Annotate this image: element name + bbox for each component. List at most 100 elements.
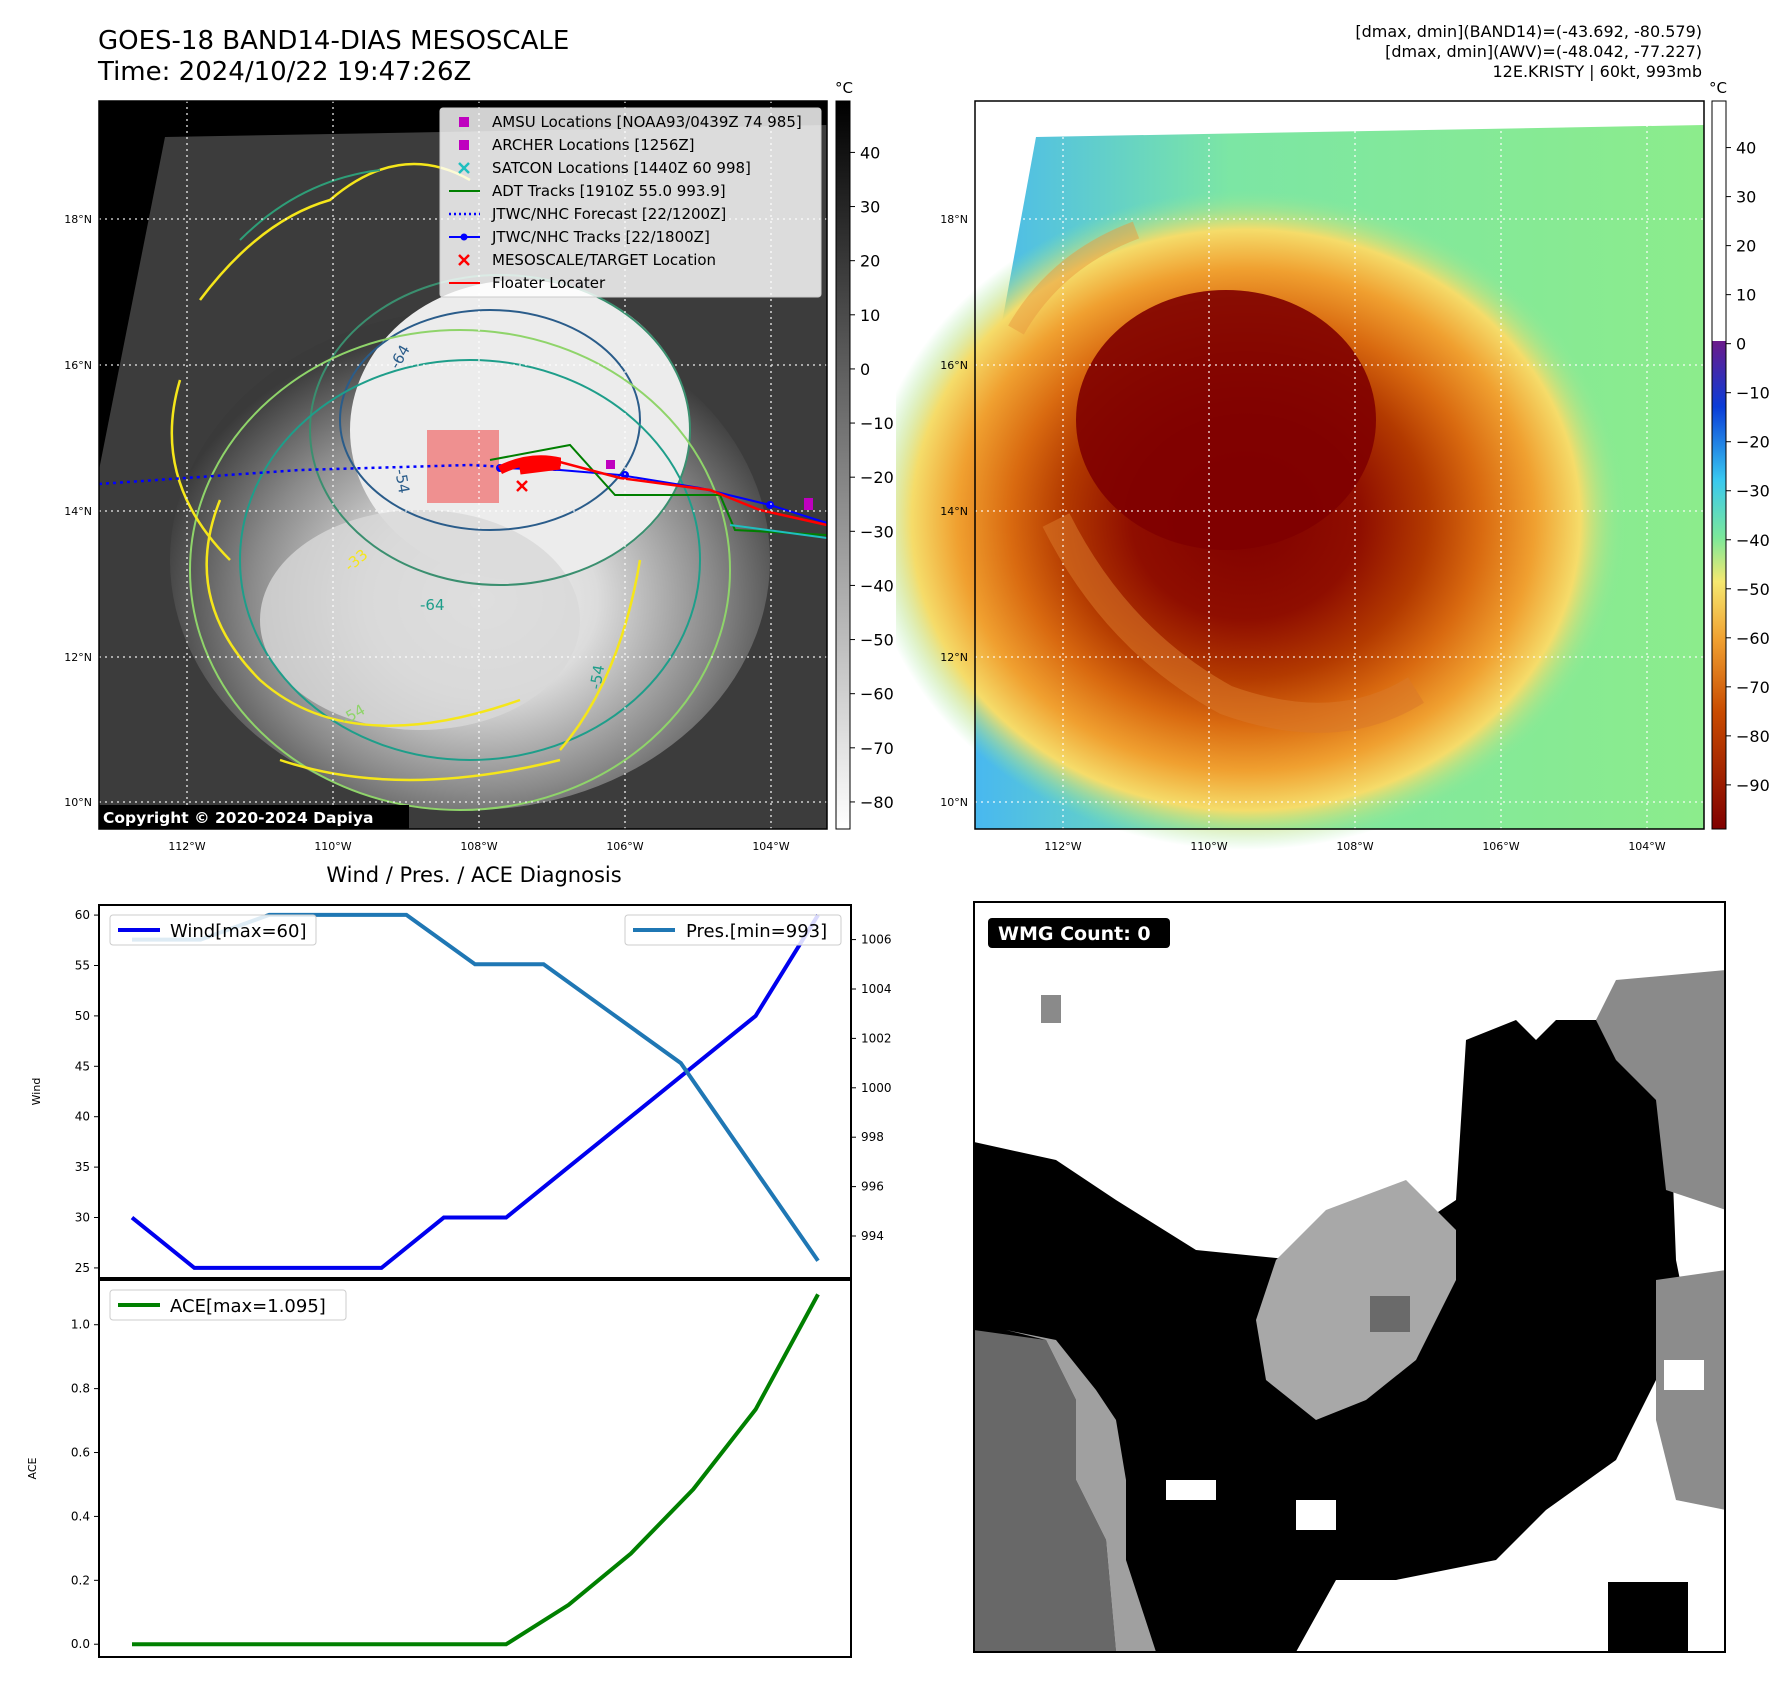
ace-tick: 0.4 bbox=[71, 1509, 90, 1523]
wind-tick: 25 bbox=[75, 1261, 90, 1275]
legend-entry: AMSU Locations [NOAA93/0439Z 74 985] bbox=[459, 113, 802, 131]
wind-tick: 45 bbox=[75, 1059, 90, 1073]
colorbar-tick: −40 bbox=[1736, 531, 1770, 550]
lon-tick: 106°W bbox=[606, 840, 643, 853]
colorbar-tick: −20 bbox=[1736, 433, 1770, 452]
jtwc-forecast-track bbox=[98, 463, 561, 486]
pressure-tick: 1000 bbox=[861, 1081, 892, 1095]
lat-tick: 10°N bbox=[64, 796, 92, 809]
diagnosis-panel: Wind / Pres. / ACE Diagnosis 25 30 35 40 45 5… bbox=[26, 863, 892, 1658]
colorbar-unit: °C bbox=[835, 79, 853, 97]
legend-entry: SATCON Locations [1440Z 60 998] bbox=[458, 159, 751, 177]
legend-label: MESOSCALE/TARGET Location bbox=[492, 251, 716, 269]
lat-tick: 16°N bbox=[940, 359, 968, 372]
colorbar-tick: −20 bbox=[860, 468, 894, 487]
ace-series-line bbox=[132, 1293, 820, 1647]
lon-tick: 104°W bbox=[1628, 840, 1665, 853]
wmg-count-label: WMG Count: 0 bbox=[998, 923, 1151, 945]
pressure-tick: 998 bbox=[861, 1130, 884, 1144]
colorbar-tick: −30 bbox=[860, 522, 894, 541]
ace-axis-label: ACE bbox=[26, 1457, 39, 1479]
ace-tick: 0.6 bbox=[71, 1446, 90, 1460]
wind-tick: 60 bbox=[75, 908, 90, 922]
ace-tick: 0.2 bbox=[71, 1573, 90, 1587]
colorbar-tick: −40 bbox=[860, 576, 894, 595]
chart-title: GOES-18 BAND14-DIAS MESOSCALE bbox=[98, 26, 570, 56]
colorbar-tick: 10 bbox=[1736, 286, 1756, 305]
colorbar-tick: 10 bbox=[860, 306, 880, 325]
legend-label: ADT Tracks [1910Z 55.0 993.9] bbox=[492, 182, 726, 200]
colorbar-tick: −70 bbox=[860, 739, 894, 758]
legend-marker bbox=[459, 140, 469, 150]
ir-lat-ticks: 18°N 16°N 14°N 12°N 10°N bbox=[64, 213, 92, 809]
contour-label: -54 bbox=[586, 663, 608, 690]
colorbar-tick: −50 bbox=[860, 631, 894, 650]
wind-pressure-chart: 25 30 35 40 45 50 55 60 994 996 998 1000 1002 1004 100… bbox=[30, 904, 892, 1279]
lon-tick: 104°W bbox=[752, 840, 789, 853]
ace-tick: 1.0 bbox=[71, 1318, 90, 1332]
pressure-tick: 1002 bbox=[861, 1031, 892, 1045]
colorbar-tick: 40 bbox=[860, 143, 880, 162]
legend-entry: ADT Tracks [1910Z 55.0 993.9] bbox=[449, 182, 726, 200]
lat-tick: 12°N bbox=[940, 651, 968, 664]
colorbar-tick: 20 bbox=[1736, 237, 1756, 256]
lat-tick: 14°N bbox=[940, 505, 968, 518]
wmg-image bbox=[973, 901, 1726, 1653]
lon-tick: 106°W bbox=[1482, 840, 1519, 853]
colorbar-tick: 20 bbox=[860, 252, 880, 271]
colorbar-tick: −60 bbox=[860, 685, 894, 704]
colorbar-tick: 0 bbox=[1736, 335, 1746, 354]
colorbar-tick: 30 bbox=[1736, 188, 1756, 207]
lon-tick: 112°W bbox=[1044, 840, 1081, 853]
colorbar-tick: −50 bbox=[1736, 580, 1770, 599]
colorbar-tick: −30 bbox=[1736, 482, 1770, 501]
legend-label: SATCON Locations [1440Z 60 998] bbox=[492, 159, 751, 177]
amsu-marker bbox=[606, 460, 615, 469]
legend-label: AMSU Locations [NOAA93/0439Z 74 985] bbox=[492, 113, 802, 131]
colorbar-tick: −10 bbox=[860, 414, 894, 433]
pressure-tick: 1006 bbox=[861, 933, 892, 947]
wind-tick: 40 bbox=[75, 1110, 90, 1124]
ace-tick: 0.0 bbox=[71, 1637, 90, 1651]
legend-entry: JTWC/NHC Tracks [22/1800Z] bbox=[449, 228, 710, 246]
wind-legend-label: Wind[max=60] bbox=[170, 921, 307, 942]
colorbar-tick: 0 bbox=[860, 360, 870, 379]
colorbar-tick: −70 bbox=[1736, 678, 1770, 697]
colorbar-tick: −90 bbox=[1736, 776, 1770, 795]
wind-tick: 50 bbox=[75, 1009, 90, 1023]
colorbar-unit: °C bbox=[1709, 79, 1727, 97]
info-dmax-awv: [dmax, dmin](AWV)=(-48.042, -77.227) bbox=[1385, 42, 1702, 61]
lon-tick: 108°W bbox=[460, 840, 497, 853]
chart-time: Time: 2024/10/22 19:47:26Z bbox=[98, 57, 472, 87]
contour-label: -54 bbox=[391, 468, 413, 495]
wind-axis-label: Wind bbox=[30, 1078, 43, 1106]
contour-label: -64 bbox=[420, 596, 445, 614]
legend-marker bbox=[458, 254, 470, 266]
legend-entry: Floater Locater bbox=[449, 274, 606, 292]
awv-colorbar: °C 40 30 20 10 0 −10 −20 −30 −40 −50 −60 −70 −80 −90 bbox=[1709, 79, 1770, 830]
legend-marker bbox=[458, 162, 470, 174]
ace-legend-label: ACE[max=1.095] bbox=[170, 1296, 326, 1317]
floater-locater bbox=[497, 455, 562, 475]
target-marker bbox=[516, 480, 528, 492]
ir-lon-ticks: 112°W 110°W 108°W 106°W 104°W bbox=[168, 840, 789, 853]
lat-tick: 10°N bbox=[940, 796, 968, 809]
legend-entry: MESOSCALE/TARGET Location bbox=[458, 251, 716, 269]
pressure-tick: 1004 bbox=[861, 982, 892, 996]
pressure-series-line bbox=[132, 912, 820, 1262]
lat-tick: 14°N bbox=[64, 505, 92, 518]
legend-entry: ARCHER Locations [1256Z] bbox=[459, 136, 695, 154]
copyright-text: Copyright © 2020-2024 Dapiya bbox=[103, 809, 373, 827]
legend-entry: JTWC/NHC Forecast [22/1200Z] bbox=[449, 205, 726, 223]
lon-tick: 110°W bbox=[314, 840, 351, 853]
awv-lat-ticks: 18°N 16°N 14°N 12°N 10°N bbox=[940, 213, 968, 809]
colorbar-tick: −80 bbox=[1736, 727, 1770, 746]
info-storm: 12E.KRISTY | 60kt, 993mb bbox=[1492, 62, 1703, 81]
awv-map-panel: 18°N 16°N 14°N 12°N 10°N 112°W 110°W 108… bbox=[896, 79, 1770, 853]
colorbar-tick: 30 bbox=[860, 198, 880, 217]
colorbar-tick: −60 bbox=[1736, 629, 1770, 648]
wind-tick: 30 bbox=[75, 1211, 90, 1225]
colorbar-tick: 40 bbox=[1736, 139, 1756, 158]
colorbar-tick: −10 bbox=[1736, 384, 1770, 403]
wind-tick: 35 bbox=[75, 1160, 90, 1174]
